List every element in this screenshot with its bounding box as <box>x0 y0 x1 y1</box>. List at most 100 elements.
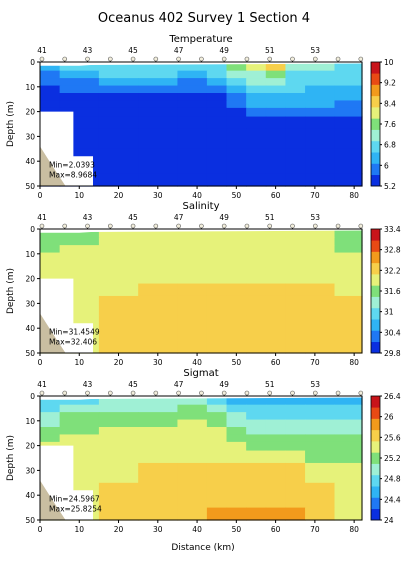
field-cell <box>305 419 336 428</box>
field-cell <box>265 252 287 261</box>
field-cell <box>265 434 287 443</box>
field-cell <box>265 260 287 269</box>
field-cell <box>59 237 100 246</box>
field-cell <box>305 295 336 317</box>
surface-mask <box>40 62 362 66</box>
station-marker <box>199 56 204 62</box>
field-cell <box>98 116 139 130</box>
y-tick-label: 0 <box>30 58 35 67</box>
field-cell <box>40 78 61 87</box>
field-cell <box>177 100 208 109</box>
y-tick-label: 0 <box>30 225 35 234</box>
stat-max: Max=8.9684 <box>49 170 97 179</box>
station-marker <box>85 223 90 229</box>
panel-title: Salinity <box>183 201 220 212</box>
colorbar-tick-label: 26.4 <box>384 392 401 401</box>
field-cell <box>334 441 363 452</box>
colorbar-swatch <box>371 95 380 108</box>
field-cell <box>305 70 336 79</box>
field-cell <box>206 93 228 102</box>
station-marker <box>267 390 273 396</box>
field-cell <box>98 412 139 421</box>
field-cell <box>305 62 336 72</box>
field-cell <box>98 148 139 175</box>
colorbar-swatch <box>371 441 380 453</box>
field-cell <box>206 116 228 130</box>
field-cell <box>265 107 287 118</box>
station-marker <box>221 390 227 396</box>
field-cell <box>246 260 267 269</box>
field-cell <box>226 462 247 484</box>
field-cell <box>246 93 267 102</box>
field-cell <box>138 507 179 521</box>
station-marker <box>199 223 204 229</box>
field-cell <box>305 450 336 464</box>
field-cell <box>285 78 306 87</box>
field-cell <box>177 70 208 79</box>
field-cell <box>226 252 247 261</box>
field-cell <box>40 229 61 239</box>
colorbar-swatch <box>371 274 380 286</box>
field-cell <box>40 93 61 102</box>
x-tick-label: 50 <box>232 191 242 200</box>
field-cell <box>226 62 247 72</box>
field-cell <box>246 100 267 109</box>
field-cell <box>246 507 267 521</box>
field-cell <box>177 274 208 285</box>
station-marker <box>312 223 318 229</box>
field-cell <box>334 237 363 246</box>
field-cell <box>265 419 287 428</box>
field-cell <box>305 100 336 109</box>
field-cell <box>98 237 139 246</box>
field-cell <box>98 229 139 239</box>
colorbar-tick-label: 30.4 <box>384 328 401 337</box>
field-cell <box>177 396 208 406</box>
field-cell <box>226 78 247 87</box>
station-marker <box>39 56 45 62</box>
field-cell <box>177 427 208 436</box>
field-cell <box>305 507 336 521</box>
field-cell <box>226 274 247 285</box>
field-cell <box>59 434 100 443</box>
field-cell <box>265 404 287 413</box>
field-cell <box>59 267 100 276</box>
field-cell <box>226 412 247 421</box>
field-cell <box>285 93 306 102</box>
field-cell <box>177 229 208 239</box>
field-cell <box>98 274 139 285</box>
field-cell <box>265 70 287 79</box>
colorbar-tick-label: 6 <box>384 161 389 170</box>
field-cell <box>305 404 336 413</box>
field-cell <box>138 245 179 254</box>
field-cell <box>206 434 228 443</box>
field-cell <box>285 267 306 276</box>
station-label: 41 <box>37 213 47 222</box>
field-cell <box>246 340 267 354</box>
field-cell <box>177 260 208 269</box>
field-cell <box>98 507 139 521</box>
field-cell <box>305 482 336 509</box>
field-cell <box>246 252 267 261</box>
field-cell <box>206 100 228 109</box>
field-cell <box>285 462 306 484</box>
station-marker <box>107 56 113 62</box>
y-axis-label: Depth (m) <box>6 268 16 314</box>
field-cell <box>177 295 208 317</box>
field-cell <box>285 434 306 443</box>
field-cell <box>246 70 267 79</box>
field-cell <box>285 70 306 79</box>
field-cell <box>334 507 363 521</box>
field-cell <box>98 419 139 428</box>
station-label: 43 <box>83 213 93 222</box>
colorbar-tick-label: 9.2 <box>384 79 396 88</box>
y-tick-label: 40 <box>25 324 35 333</box>
colorbar-tick-label: 33.4 <box>384 225 401 234</box>
field-cell <box>138 62 179 72</box>
field-cell <box>285 450 306 464</box>
x-tick-label: 10 <box>74 525 84 534</box>
station-marker <box>244 390 250 396</box>
colorbar-swatch <box>371 319 380 331</box>
station-marker <box>85 56 90 62</box>
field-cell <box>40 252 61 261</box>
field-cell <box>246 441 267 452</box>
